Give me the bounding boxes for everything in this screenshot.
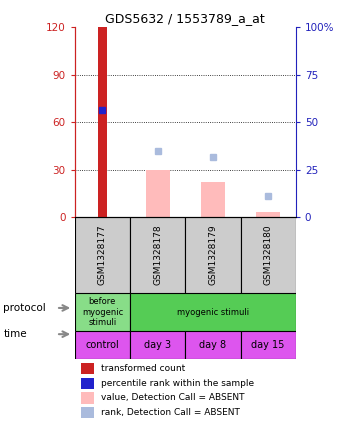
Text: GSM1328179: GSM1328179 bbox=[208, 225, 217, 286]
Title: GDS5632 / 1553789_a_at: GDS5632 / 1553789_a_at bbox=[105, 12, 265, 25]
Bar bbox=[81, 378, 94, 389]
Text: day 15: day 15 bbox=[252, 340, 285, 350]
Text: protocol: protocol bbox=[3, 303, 46, 313]
Text: transformed count: transformed count bbox=[101, 364, 186, 374]
Text: day 8: day 8 bbox=[199, 340, 226, 350]
Text: rank, Detection Call = ABSENT: rank, Detection Call = ABSENT bbox=[101, 408, 240, 418]
Bar bbox=[241, 217, 296, 294]
Bar bbox=[75, 331, 130, 359]
Text: day 3: day 3 bbox=[144, 340, 171, 350]
Text: control: control bbox=[86, 340, 119, 350]
Bar bbox=[81, 407, 94, 418]
Bar bbox=[98, 27, 106, 217]
Bar bbox=[241, 331, 296, 359]
Text: time: time bbox=[3, 329, 27, 339]
Text: GSM1328177: GSM1328177 bbox=[98, 225, 107, 286]
Bar bbox=[256, 212, 280, 217]
Bar bbox=[185, 217, 241, 294]
Bar bbox=[75, 217, 130, 294]
Bar bbox=[185, 331, 241, 359]
Bar bbox=[81, 393, 94, 404]
Bar bbox=[130, 294, 296, 331]
Text: myogenic stimuli: myogenic stimuli bbox=[177, 308, 249, 317]
Text: percentile rank within the sample: percentile rank within the sample bbox=[101, 379, 254, 387]
Bar bbox=[130, 331, 185, 359]
Bar bbox=[130, 217, 185, 294]
Text: GSM1328180: GSM1328180 bbox=[264, 225, 273, 286]
Bar bbox=[75, 294, 130, 331]
Bar bbox=[201, 182, 225, 217]
Bar bbox=[81, 363, 94, 374]
Text: before
myogenic
stimuli: before myogenic stimuli bbox=[82, 297, 123, 327]
Bar bbox=[146, 170, 170, 217]
Text: GSM1328178: GSM1328178 bbox=[153, 225, 162, 286]
Text: value, Detection Call = ABSENT: value, Detection Call = ABSENT bbox=[101, 393, 245, 402]
